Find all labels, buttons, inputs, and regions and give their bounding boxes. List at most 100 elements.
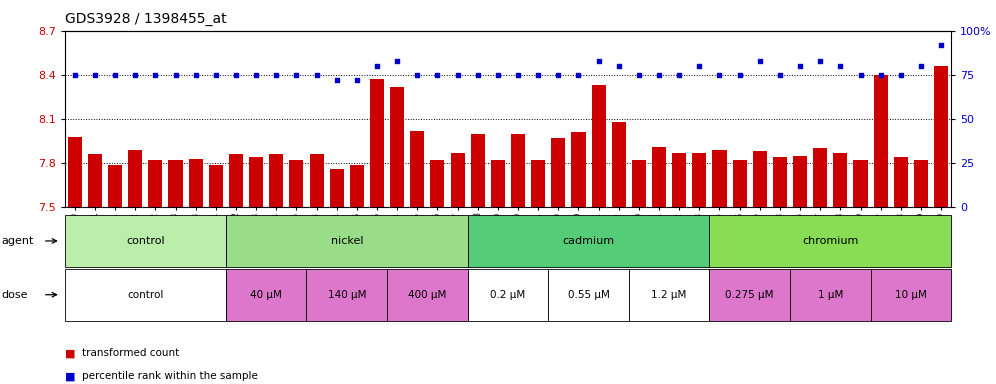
Point — [329, 77, 345, 83]
Point — [530, 72, 546, 78]
Text: dose: dose — [1, 290, 28, 300]
Text: GDS3928 / 1398455_at: GDS3928 / 1398455_at — [65, 12, 226, 25]
Point — [167, 72, 183, 78]
Text: 140 μM: 140 μM — [328, 290, 367, 300]
Bar — [934, 66, 948, 207]
Bar — [914, 160, 928, 207]
Point — [732, 72, 748, 78]
Point — [309, 72, 325, 78]
Bar — [269, 154, 283, 207]
Point — [651, 72, 667, 78]
Bar — [249, 157, 263, 207]
Bar — [652, 147, 666, 207]
Bar — [88, 154, 102, 207]
Bar — [430, 160, 444, 207]
Bar — [793, 156, 807, 207]
Bar — [753, 151, 767, 207]
Point — [892, 72, 908, 78]
Bar — [128, 150, 142, 207]
Bar — [450, 153, 465, 207]
Bar — [410, 131, 424, 207]
Bar — [854, 160, 868, 207]
Point — [872, 72, 888, 78]
Point — [833, 63, 849, 69]
Bar — [631, 160, 646, 207]
Bar — [572, 132, 586, 207]
Point — [813, 58, 829, 64]
Point — [127, 72, 143, 78]
Point — [913, 63, 929, 69]
Text: 0.275 μM: 0.275 μM — [725, 290, 774, 300]
Bar — [471, 134, 485, 207]
Text: 1.2 μM: 1.2 μM — [651, 290, 687, 300]
Bar — [188, 159, 203, 207]
Bar — [290, 160, 304, 207]
Text: 400 μM: 400 μM — [408, 290, 446, 300]
Text: 0.2 μM: 0.2 μM — [490, 290, 526, 300]
Text: transformed count: transformed count — [82, 348, 179, 358]
Point — [228, 72, 244, 78]
Text: 40 μM: 40 μM — [250, 290, 282, 300]
Point — [108, 72, 124, 78]
Bar — [672, 153, 686, 207]
Point — [933, 42, 949, 48]
Bar — [229, 154, 243, 207]
Bar — [168, 160, 182, 207]
Point — [208, 72, 224, 78]
Bar — [612, 122, 625, 207]
Bar — [531, 160, 545, 207]
Text: 1 μM: 1 μM — [818, 290, 843, 300]
Point — [711, 72, 727, 78]
Text: control: control — [127, 290, 163, 300]
Bar — [733, 160, 747, 207]
Bar — [893, 157, 908, 207]
Bar — [209, 165, 223, 207]
Text: ■: ■ — [65, 348, 76, 358]
Point — [87, 72, 103, 78]
Point — [591, 58, 607, 64]
Text: ■: ■ — [65, 371, 76, 381]
Text: cadmium: cadmium — [563, 236, 615, 246]
Point — [389, 58, 405, 64]
Bar — [873, 75, 887, 207]
Text: percentile rank within the sample: percentile rank within the sample — [82, 371, 258, 381]
Bar — [692, 153, 706, 207]
Text: agent: agent — [1, 236, 34, 246]
Point — [349, 77, 365, 83]
Point — [147, 72, 163, 78]
Point — [792, 63, 808, 69]
Text: 10 μM: 10 μM — [895, 290, 927, 300]
Bar — [350, 165, 364, 207]
Point — [611, 63, 626, 69]
Bar — [712, 150, 726, 207]
Point — [752, 58, 768, 64]
Bar — [148, 160, 162, 207]
Bar — [511, 134, 525, 207]
Text: control: control — [126, 236, 164, 246]
Bar — [330, 169, 344, 207]
Bar — [773, 157, 787, 207]
Point — [187, 72, 203, 78]
Point — [289, 72, 305, 78]
Point — [449, 72, 465, 78]
Bar — [813, 149, 828, 207]
Point — [571, 72, 587, 78]
Point — [429, 72, 445, 78]
Text: nickel: nickel — [331, 236, 363, 246]
Text: chromium: chromium — [802, 236, 859, 246]
Point — [268, 72, 284, 78]
Bar — [108, 165, 123, 207]
Point — [510, 72, 526, 78]
Point — [470, 72, 486, 78]
Bar — [491, 160, 505, 207]
Point — [551, 72, 567, 78]
Point — [630, 72, 646, 78]
Bar — [310, 154, 324, 207]
Point — [691, 63, 707, 69]
Point — [248, 72, 264, 78]
Bar — [390, 87, 404, 207]
Point — [671, 72, 687, 78]
Text: 0.55 μM: 0.55 μM — [568, 290, 610, 300]
Point — [409, 72, 425, 78]
Bar — [834, 153, 848, 207]
